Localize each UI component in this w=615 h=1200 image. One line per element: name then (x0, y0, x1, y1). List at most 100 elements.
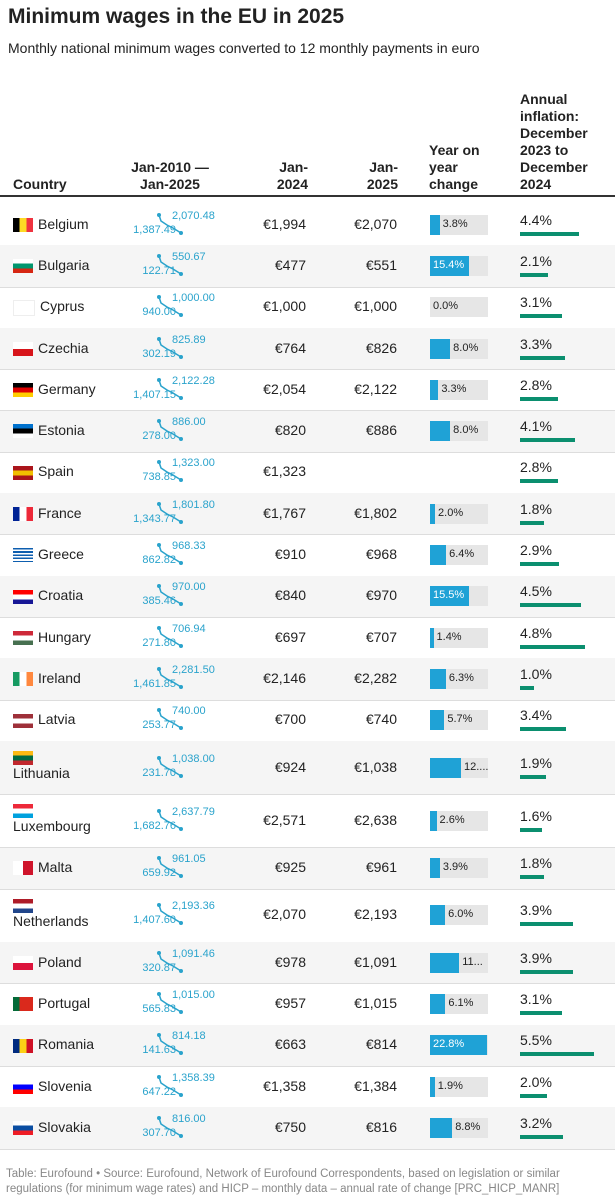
country-cell: Croatia (13, 587, 113, 604)
spark-high: 1,323.00 (172, 457, 215, 470)
spark-high: 2,193.36 (172, 900, 215, 913)
inflation-bar (520, 479, 558, 484)
yoy-label: 0.0% (433, 300, 459, 313)
jan-2024: €840 (274, 587, 306, 604)
table-row: Portugal 1,015.00 565.83 €957 €1,015 6.1% 3.1% (0, 983, 615, 1026)
sparkline-dot (179, 395, 183, 400)
inflation-label: 2.8% (520, 459, 552, 476)
sparkline (157, 460, 183, 483)
country-name: Germany (38, 380, 96, 397)
country-name: Estonia (38, 422, 85, 439)
spark-low: 565.83 (142, 1003, 176, 1016)
jan-2025: €2,122 (354, 380, 397, 397)
column-header: Year on year change (429, 142, 480, 192)
table-row: Latvia 740.00 253.77 €700 €740 5.7% 3.4% (0, 700, 615, 742)
sparkline-path (158, 1117, 182, 1137)
flag (13, 465, 33, 480)
sparkline-path (158, 214, 182, 234)
yoy-label: 8.0% (453, 341, 479, 354)
spark-high: 1,000.00 (172, 292, 215, 305)
title: Minimum wages in the EU in 2025 (8, 5, 345, 28)
jan-2024: €2,146 (263, 669, 306, 686)
jan-2024: €820 (274, 422, 306, 439)
sparkline-dot (179, 1051, 183, 1056)
country-cell: Malta (13, 859, 113, 876)
country-name: Czechia (38, 339, 89, 356)
spark-low: 862.82 (142, 554, 176, 567)
yoy-label: 8.0% (453, 424, 479, 437)
yoy-label: 5.7% (447, 713, 473, 726)
country-name: Luxembourg (13, 818, 91, 835)
sparkline-dot (157, 584, 161, 589)
spark-high: 1,358.39 (172, 1071, 215, 1084)
sparkline-dot (157, 856, 161, 861)
table-row: Romania 814.18 141.63 €663 €814 22.8% 5.5% (0, 1024, 615, 1067)
yoy-label: 8.8% (455, 1120, 481, 1133)
table-row: Germany 2,122.28 1,407.15 €2,054 €2,122 3.3% 2… (0, 369, 615, 412)
sparkline-path (158, 993, 182, 1013)
flag (13, 217, 33, 232)
sparkline-dot (157, 543, 161, 548)
country-name: Slovenia (38, 1077, 92, 1094)
spark-high: 2,281.50 (172, 663, 215, 676)
yoy-bar (430, 810, 437, 831)
sparkline-dot (179, 921, 183, 926)
inflation-label: 2.0% (520, 1073, 552, 1090)
inflation-bar (520, 685, 534, 690)
table-row: Estonia 886.00 278.00 €820 €886 8.0% 4.1% (0, 410, 615, 453)
inflation-label: 4.8% (520, 624, 552, 641)
country-cell: Lithuania (13, 749, 113, 781)
sparkline (157, 992, 183, 1015)
sparkline-path (158, 586, 182, 605)
yoy-track (430, 1076, 488, 1097)
spark-low: 940.00 (142, 306, 176, 319)
inflation-label: 1.8% (520, 500, 552, 517)
country-name: Romania (38, 1036, 95, 1053)
country-name: Lithuania (13, 765, 70, 782)
spark-high: 740.00 (172, 705, 206, 718)
flag (13, 956, 33, 971)
flag (13, 1038, 33, 1053)
jan-2024: €750 (274, 1118, 306, 1135)
sparkline-path (158, 379, 182, 399)
sparkline-dot (157, 625, 161, 630)
inflation-bar (520, 1093, 547, 1098)
spark-high: 970.00 (172, 581, 206, 594)
sparkline-path (158, 1035, 182, 1054)
jan-2024: €764 (274, 339, 306, 356)
spark-low: 302.19 (142, 347, 176, 360)
country-cell: Slovakia (13, 1119, 113, 1136)
inflation-label: 1.9% (520, 754, 552, 771)
yoy-bar (430, 421, 451, 442)
country-cell: Hungary (13, 629, 113, 645)
jan-2024: €1,000 (263, 298, 306, 315)
sparkline-path (158, 810, 182, 830)
sparkline-dot (157, 419, 161, 424)
country-cell: Latvia (13, 711, 113, 728)
spark-low: 1,682.76 (133, 819, 176, 832)
table-row: Lithuania 1,038.00 231.70 €924 €1,038 12.... 1… (0, 740, 615, 796)
footer: Table: Eurofound • Source: Eurofound, Ne… (6, 1168, 560, 1195)
yoy-bar (430, 1117, 453, 1138)
jan-2024: €477 (274, 256, 306, 273)
yoy-bar (430, 338, 451, 359)
spark-high: 816.00 (172, 1112, 206, 1125)
inflation-label: 2.9% (520, 542, 552, 559)
flag (13, 899, 33, 914)
jan-2025: €2,282 (354, 669, 397, 686)
jan-2025: €2,070 (354, 215, 397, 232)
sparkline-dot (157, 253, 161, 258)
jan-2025: €2,193 (354, 906, 397, 923)
country-name: Croatia (38, 587, 84, 604)
sparkline-path (158, 905, 182, 925)
flag (13, 861, 33, 876)
jan-2024: €700 (274, 711, 306, 728)
country-cell: Poland (13, 954, 113, 971)
spark-low: 385.46 (142, 595, 176, 608)
yoy-label: 15.4% (433, 258, 465, 271)
country-cell: Portugal (13, 995, 113, 1012)
sparkline-path (158, 757, 182, 777)
yoy-label: 3.9% (442, 861, 468, 874)
sparkline-dot (157, 460, 161, 465)
